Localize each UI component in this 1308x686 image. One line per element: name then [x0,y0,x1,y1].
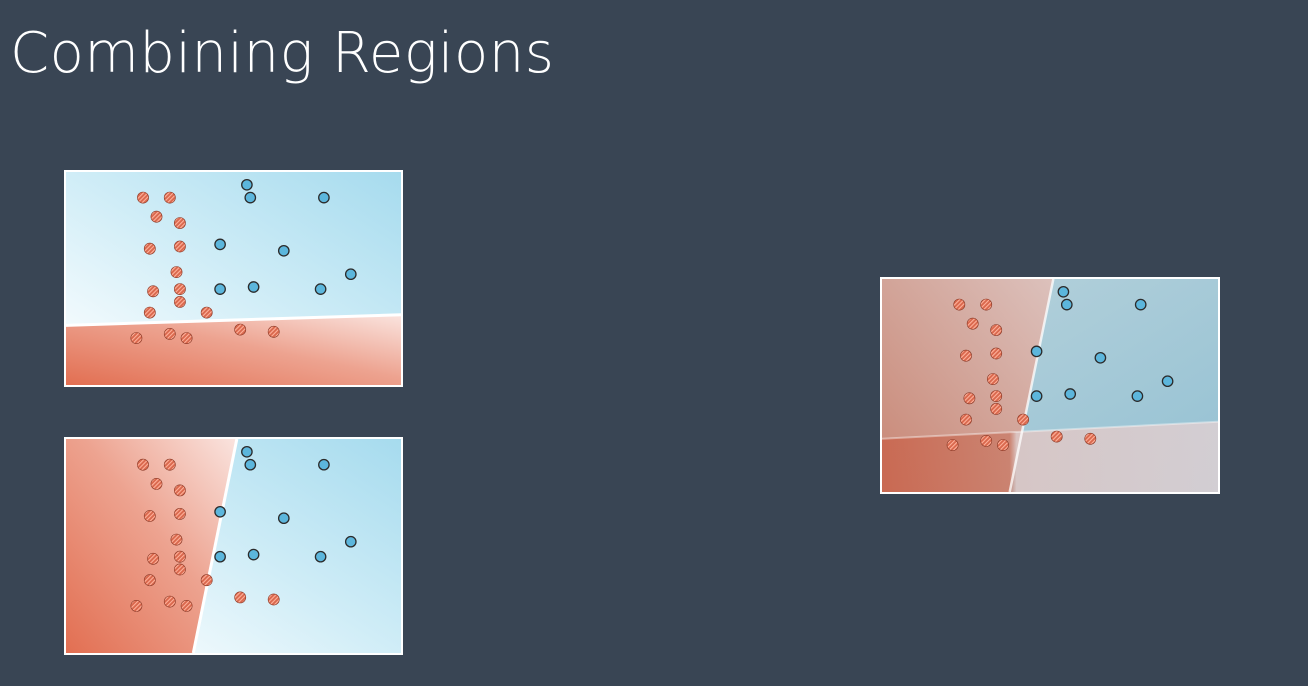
red-point [137,458,149,471]
combined-bottom-region [882,421,1218,492]
red-point [980,434,993,447]
red-point [997,439,1009,451]
red-point [150,210,163,223]
blue-point [344,535,357,548]
blue-point [1161,375,1174,388]
blue-point [1060,298,1073,311]
red-point [960,349,972,362]
red-point [137,191,149,204]
horizontal-boundary-line [882,420,1218,440]
red-point [200,574,213,587]
vertical-boundary-line [1008,279,1055,492]
red-point [953,298,966,311]
red-point [143,242,156,255]
horizontal-split-panel [64,170,403,387]
blue-point [318,191,330,204]
red-point [990,347,1003,360]
red-point [163,458,176,471]
red-point [143,510,156,522]
red-region [66,439,237,653]
red-point [163,327,176,340]
red-point [163,191,176,204]
vertical-split-panel [64,437,403,655]
red-point [147,552,159,565]
red-point [234,591,247,604]
blue-point [1134,298,1147,311]
blue-point [318,458,330,471]
red-point [946,439,959,451]
blue-point [277,512,290,525]
red-point [267,593,280,606]
blue-point [244,458,257,471]
red-point [990,390,1003,402]
blue-point [247,548,260,561]
red-point [174,508,186,520]
red-point [1017,413,1029,426]
red-point [174,563,186,576]
blue-point [1131,390,1144,402]
red-point [200,306,213,319]
red-point [180,599,193,612]
red-point [163,595,176,608]
slide-title: Combining Regions [10,21,555,86]
red-point [174,550,186,563]
blue-point [1094,351,1107,364]
blue-point [244,191,257,204]
red-region [66,314,401,385]
red-point [170,266,183,278]
red-point [267,325,280,338]
blue-point [241,445,253,458]
blue-point [241,178,253,191]
red-point [987,373,999,385]
red-point [174,217,186,229]
data-points [946,285,1174,451]
blue-point [344,268,357,281]
red-point [980,298,993,311]
blue-point [214,283,226,295]
vertical-split-plot [66,439,401,653]
blue-point [1064,388,1077,400]
red-point [170,533,183,546]
red-point [1084,432,1097,445]
blue-point [314,283,327,295]
red-point [174,295,186,308]
blue-point [1030,390,1043,402]
red-point [960,413,972,426]
combined-regions-panel [880,277,1220,494]
blue-point [314,550,327,563]
data-points [130,178,357,344]
blue-point [277,244,290,257]
data-points [130,445,357,612]
blue-point [214,238,226,251]
boundary-line [66,313,401,327]
red-point [963,392,976,405]
red-point [147,285,159,298]
combined-regions-plot [882,279,1218,492]
blue-point [1030,345,1043,358]
red-point [180,332,193,344]
red-point [130,599,143,612]
red-point [174,240,186,253]
red-point [150,478,163,490]
red-point [143,574,156,587]
horizontal-split-plot [66,172,401,385]
red-point [990,324,1003,336]
red-point [174,484,186,497]
blue-point [1057,285,1070,298]
blue-point [214,505,226,518]
red-point [966,317,979,330]
red-point [130,332,143,344]
boundary-line [191,439,239,653]
blue-point [214,550,226,563]
red-point [143,306,156,319]
red-point [1050,430,1063,443]
red-point [990,402,1003,415]
red-point [174,283,186,295]
blue-point [247,281,260,293]
red-point [234,323,247,336]
